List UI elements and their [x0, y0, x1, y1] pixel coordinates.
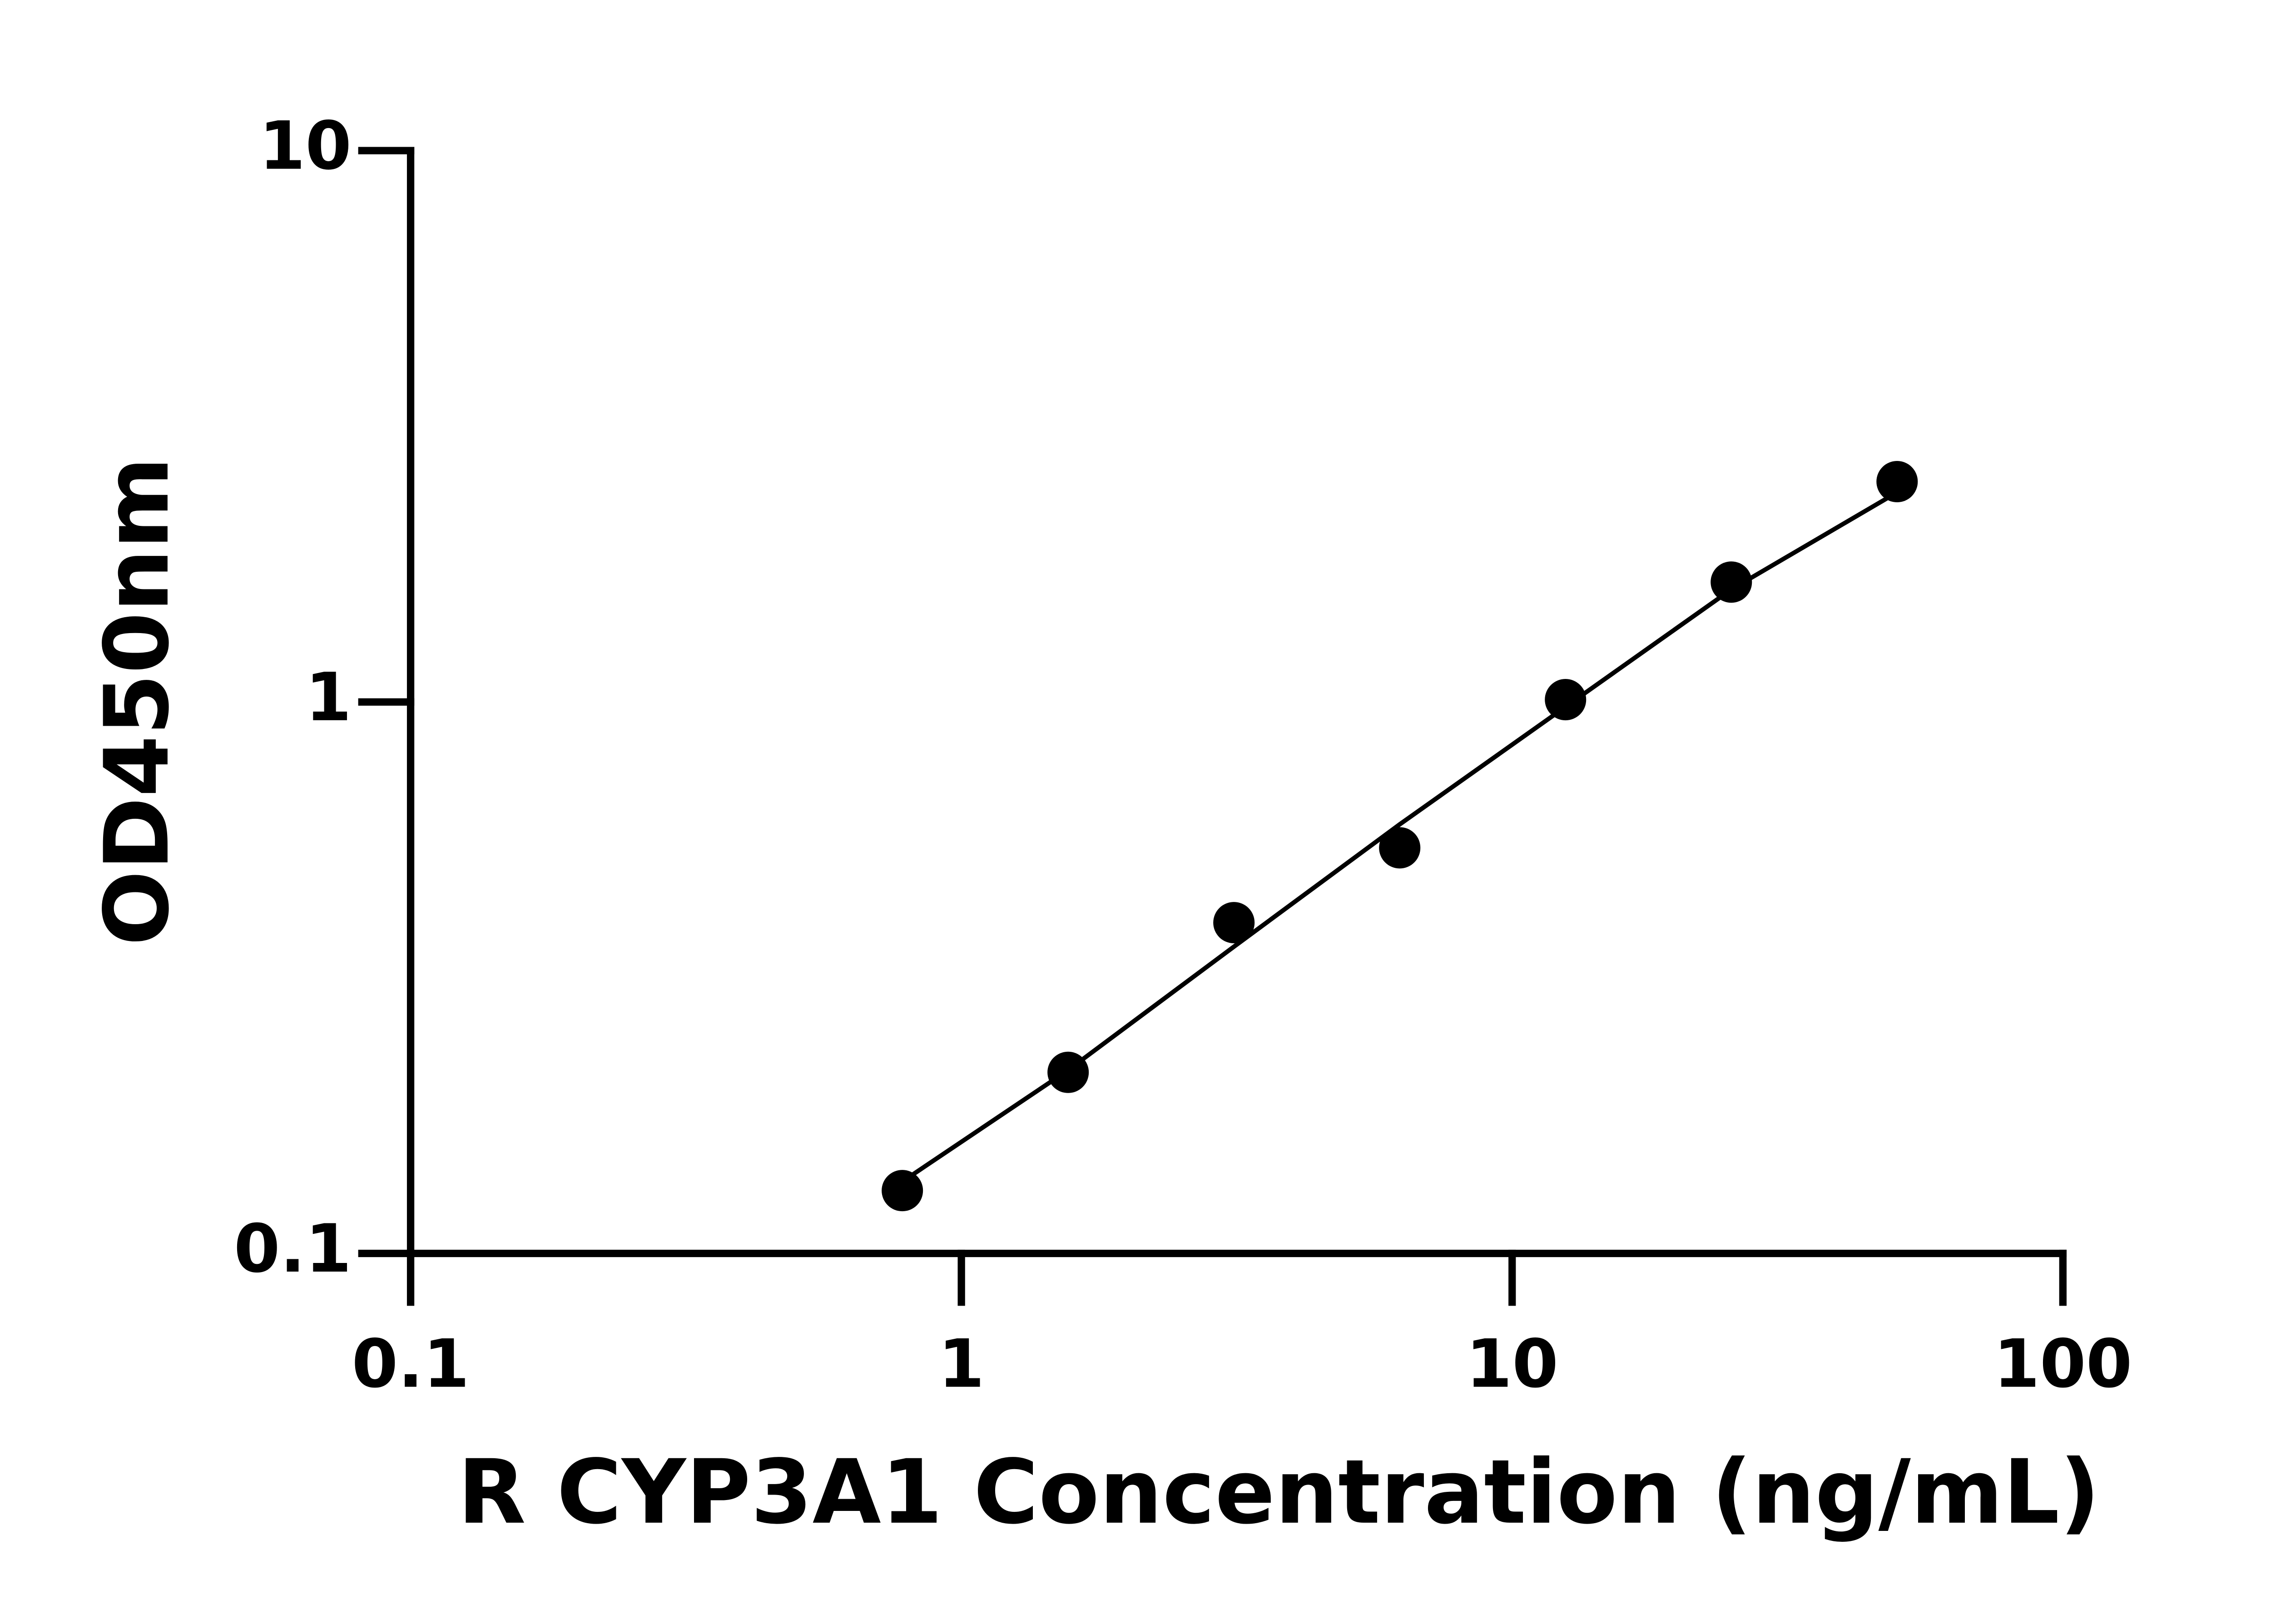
x-tick-label: 0.1	[352, 1325, 469, 1403]
data-point	[1379, 827, 1421, 869]
data-point	[882, 1170, 923, 1212]
data-point	[1545, 679, 1587, 721]
x-tick-label: 1	[938, 1325, 985, 1403]
fit-line	[901, 490, 1899, 1183]
data-point	[1876, 461, 1918, 503]
x-axis-label: R CYP3A1 Concentration (ng/mL)	[458, 1441, 2100, 1544]
y-tick-label: 10	[259, 107, 352, 185]
x-tick-label: 10	[1466, 1325, 1558, 1403]
y-axis-label: OD450nm	[86, 457, 189, 946]
y-tick-label: 0.1	[234, 1210, 352, 1287]
data-point	[1213, 902, 1255, 944]
y-tick-label: 1	[305, 659, 352, 736]
data-point	[1711, 561, 1752, 603]
x-tick-label: 100	[1993, 1325, 2132, 1403]
